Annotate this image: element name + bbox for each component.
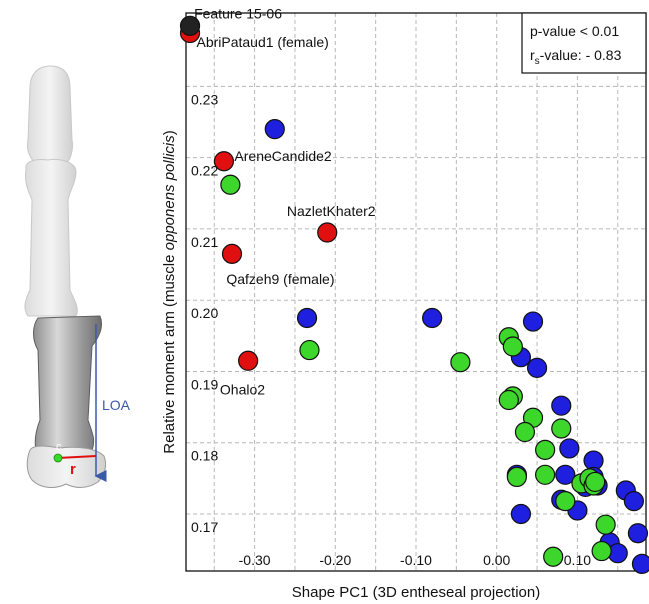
data-point <box>179 15 201 36</box>
x-tick-label: 0.10 <box>564 552 591 568</box>
point-label: NazletKhater2 <box>287 203 376 219</box>
p-value-text: p-value < 0.01 <box>530 23 619 39</box>
proximal-phalanx <box>24 159 78 317</box>
data-point <box>595 514 616 535</box>
trapezium-base <box>26 445 107 488</box>
data-point <box>551 395 572 416</box>
data-point <box>299 339 320 361</box>
loa-label: LOA <box>102 397 131 413</box>
data-point <box>514 421 536 443</box>
y-tick-label: 0.23 <box>191 91 218 107</box>
point-label: AreneCandide2 <box>234 148 332 164</box>
data-point <box>510 503 532 525</box>
data-point <box>591 540 612 562</box>
x-axis-label: Shape PC1 (3D entheseal projection) <box>292 584 540 601</box>
data-point <box>543 546 564 567</box>
data-point <box>238 350 259 371</box>
y-axis-label: Relative moment arm (muscle opponens pol… <box>161 130 178 453</box>
x-tick-label: -0.30 <box>239 552 271 568</box>
data-point <box>221 243 243 264</box>
scatter-chart: -0.30 -0.20 -0.10 0.00 0.10 0.17 0.18 0.19 0.20 0… <box>161 6 649 601</box>
data-point <box>502 336 523 357</box>
y-tick-label: 0.19 <box>191 376 218 392</box>
c-label: c <box>56 441 62 453</box>
point-label: Ohalo2 <box>220 381 265 397</box>
data-point <box>506 466 527 488</box>
data-point <box>535 439 556 460</box>
data-point <box>585 471 606 493</box>
data-point <box>526 357 548 378</box>
data-point <box>535 464 556 485</box>
data-point <box>555 491 576 512</box>
data-point <box>264 119 285 140</box>
data-point <box>498 389 519 411</box>
point-label: Qafzeh9 (female) <box>226 271 334 287</box>
point-labels: Feature 15-06 AbriPataud1 (female) AreneCa… <box>194 6 376 398</box>
tick-labels: -0.30 -0.20 -0.10 0.00 0.10 0.17 0.18 0.19 0.20 0… <box>191 91 591 568</box>
center-point <box>53 453 63 463</box>
data-point <box>213 151 235 172</box>
distal-phalanx <box>27 65 73 165</box>
y-tick-label: 0.21 <box>191 234 218 250</box>
y-tick-label: 0.20 <box>191 305 218 321</box>
y-tick-label: 0.17 <box>191 519 218 535</box>
metacarpal-shaft <box>33 315 103 451</box>
plot-frame <box>185 12 647 572</box>
x-tick-label: 0.00 <box>483 552 510 568</box>
data-point <box>559 438 580 459</box>
data-points <box>179 15 649 574</box>
r-label: r <box>70 461 76 478</box>
x-tick-label: -0.10 <box>400 552 432 568</box>
data-point <box>551 418 572 439</box>
data-point <box>296 307 318 329</box>
data-point <box>627 523 649 544</box>
stats-box: p-value < 0.01 rs-value: - 0.83 <box>521 12 647 74</box>
data-point <box>317 222 338 243</box>
data-point <box>555 464 576 485</box>
data-point <box>631 553 649 574</box>
data-point <box>623 491 644 512</box>
data-point <box>422 307 443 329</box>
point-label: Feature 15-06 <box>194 6 282 22</box>
y-tick-label: 0.22 <box>191 163 218 179</box>
rs-value-text: rs-value: - 0.83 <box>530 47 622 67</box>
data-point <box>220 174 241 195</box>
data-point <box>450 352 471 373</box>
x-tick-label: -0.20 <box>319 552 351 568</box>
point-label: AbriPataud1 (female) <box>196 34 328 50</box>
y-tick-label: 0.18 <box>191 448 218 464</box>
data-point <box>522 311 544 332</box>
moment-arm-line <box>57 455 97 459</box>
thumb-bone-illustration: LOA c r <box>24 65 131 488</box>
